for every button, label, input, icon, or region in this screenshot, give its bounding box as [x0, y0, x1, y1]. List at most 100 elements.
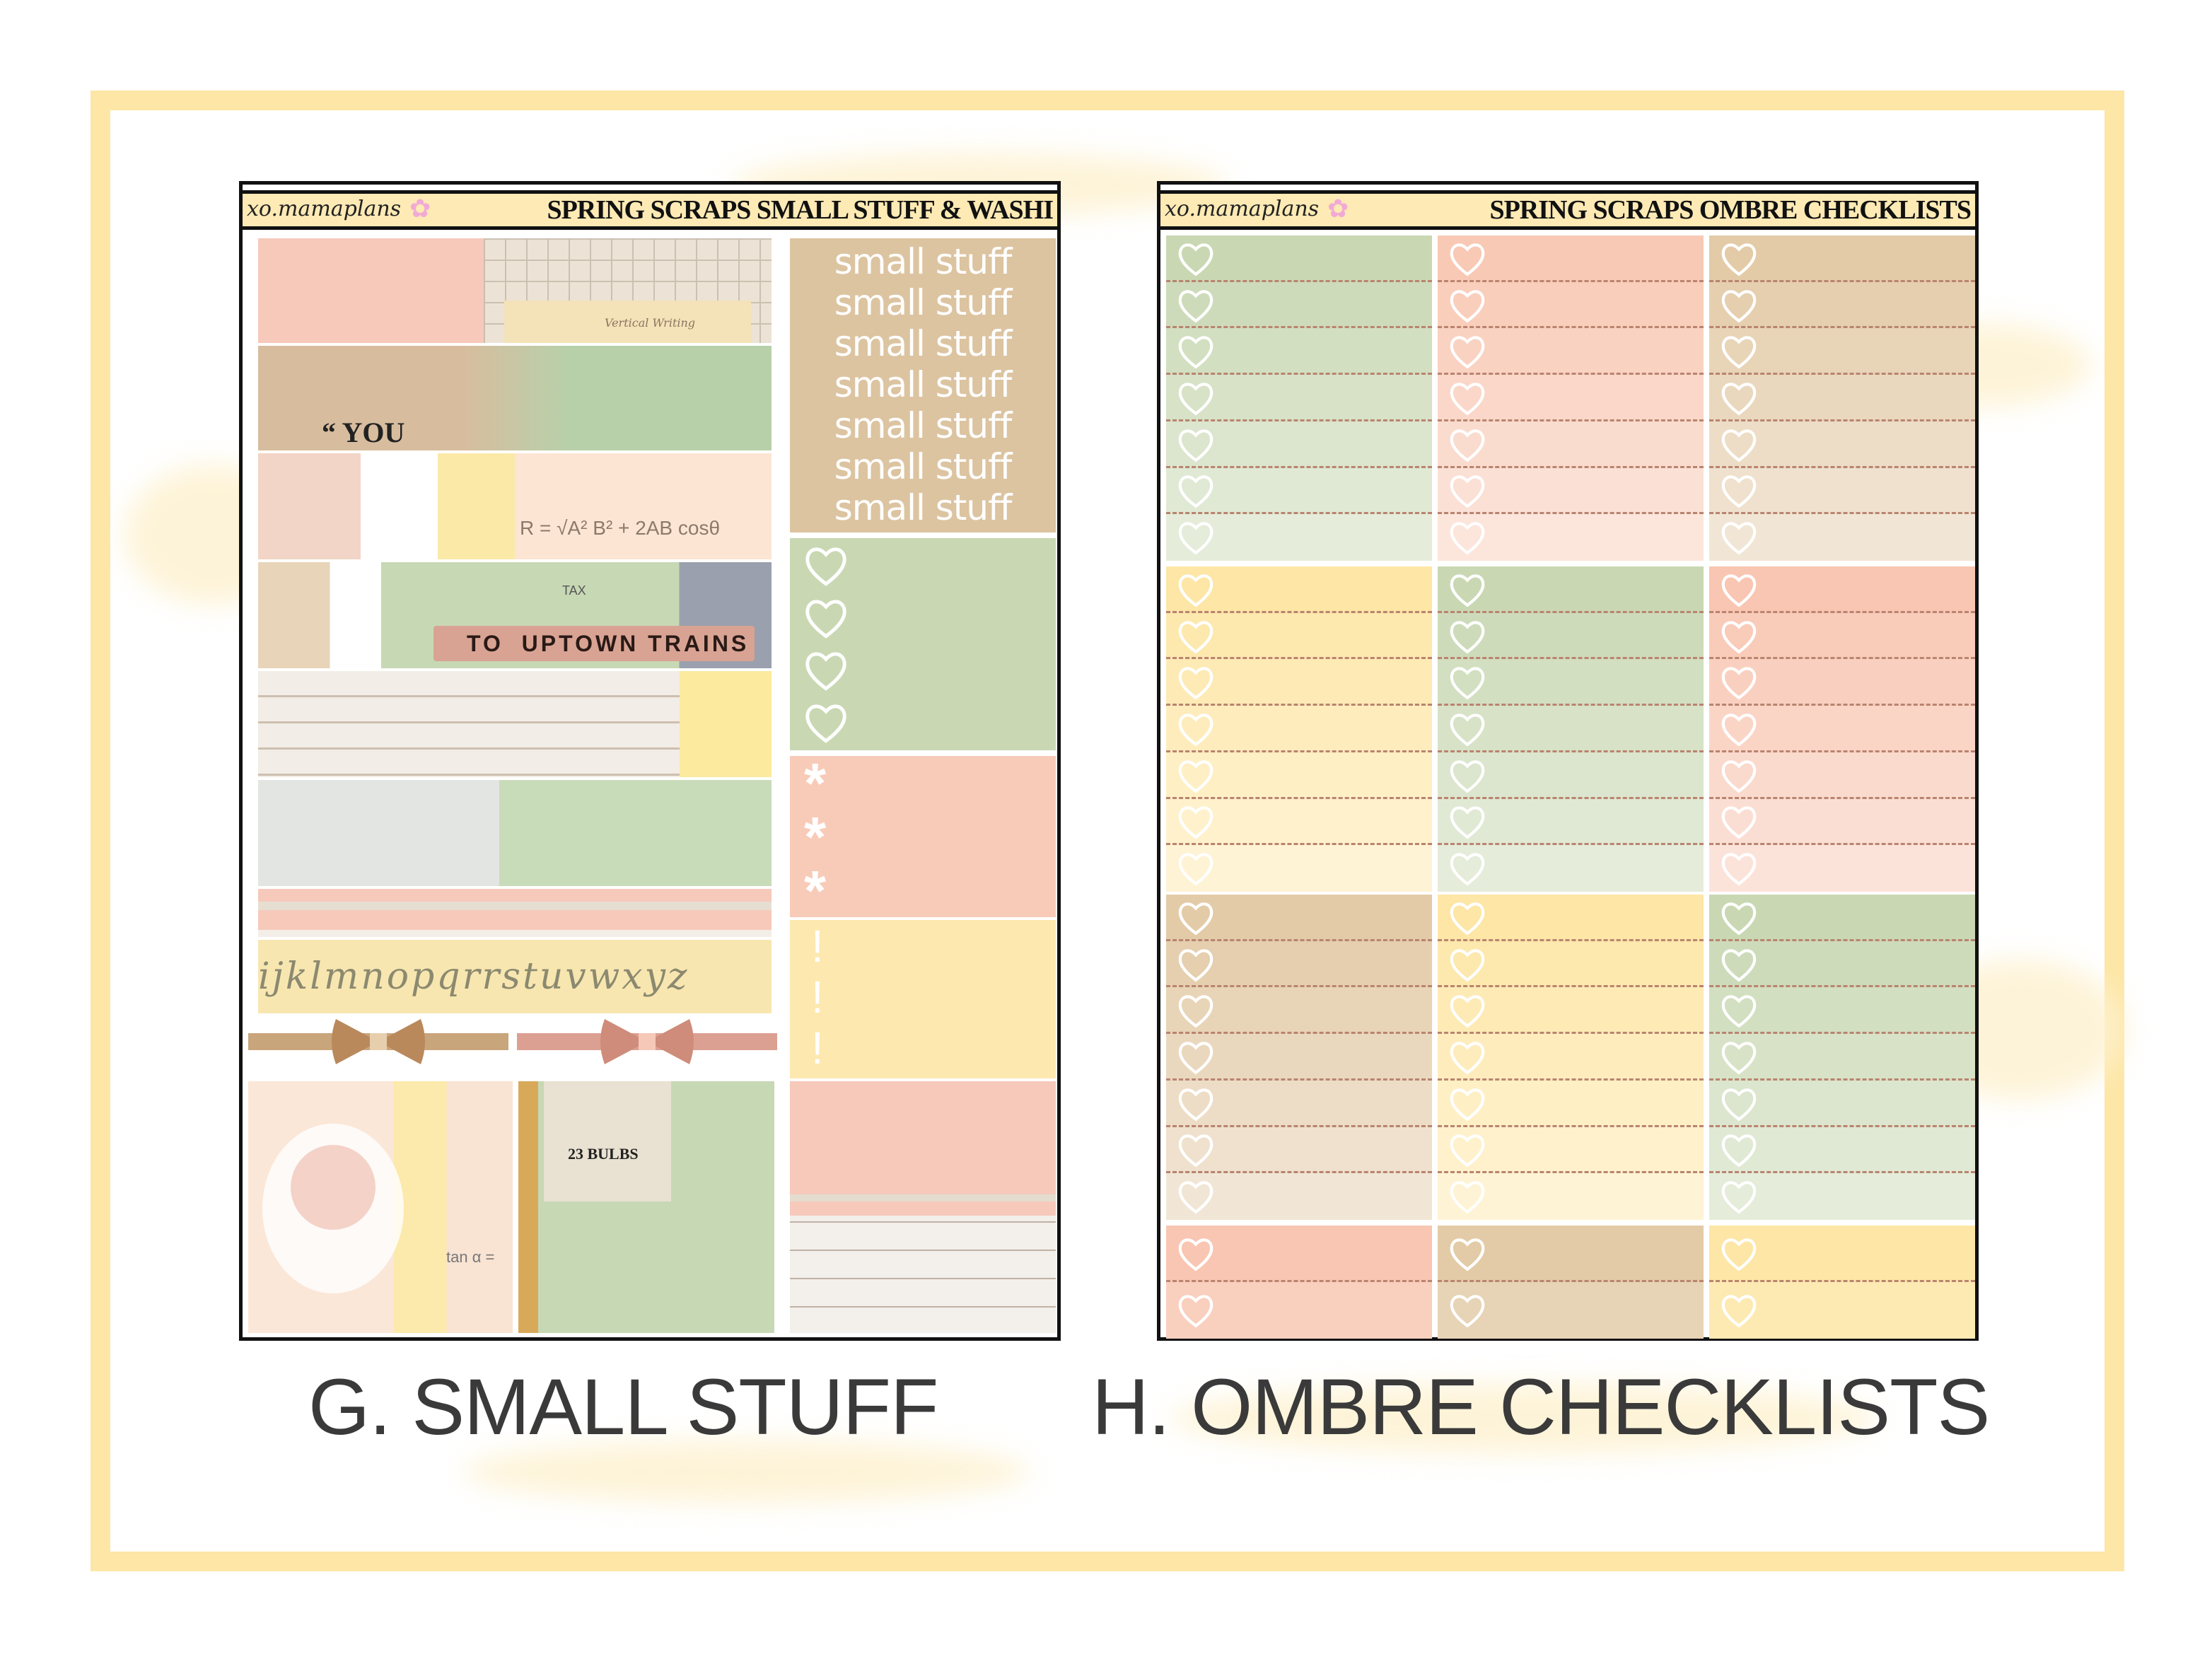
- sheet-title: SPRING SCRAPS SMALL STUFF & WASHI: [547, 195, 1054, 225]
- checklist-row: [1709, 659, 1975, 706]
- checklist-row: [1438, 612, 1704, 660]
- heart-checkbox-icon: [1450, 243, 1485, 276]
- heart-checkbox-icon: [1450, 995, 1485, 1028]
- washi-strip-pink-floral: [258, 889, 772, 937]
- exclamation-icon: !: [811, 923, 824, 970]
- heart-checkbox-icon: [1450, 475, 1485, 508]
- checklist-row: [1438, 421, 1704, 468]
- collage-ruler-ledger: 23 BULBS: [518, 1081, 774, 1333]
- heart-checkbox-icon: [1721, 243, 1757, 276]
- heart-checkbox-icon: [1450, 902, 1485, 936]
- checklist-row: [1709, 514, 1975, 561]
- checklist-block: [1709, 566, 1975, 892]
- heart-checkbox-icon: [1178, 1134, 1213, 1168]
- heart-checkbox-icon: [1178, 620, 1213, 653]
- washi-text: R = √A² B² + 2AB cosθ: [520, 517, 721, 539]
- rose-glitter-bow-washi: [517, 1019, 777, 1064]
- checklist-block: [1166, 235, 1432, 561]
- heart-checkbox-icon: [1178, 853, 1213, 886]
- checklist-row: [1438, 328, 1704, 376]
- checklist-row: [1166, 1080, 1432, 1127]
- checklist-row: [1709, 1226, 1975, 1282]
- checklist-row: [1709, 987, 1975, 1035]
- exclamation-icon: !: [811, 1025, 824, 1071]
- heart-checkbox-icon: [1721, 1134, 1757, 1168]
- heart-checkbox-icon: [1450, 1088, 1485, 1122]
- checklist-row: [1709, 375, 1975, 421]
- checklist-row: [1438, 1226, 1704, 1282]
- checklist-row: [1438, 1034, 1704, 1081]
- flower-icon: ✿: [409, 194, 431, 223]
- checklist-block: [1438, 1226, 1704, 1339]
- checklist-row: [1438, 845, 1704, 892]
- exclamation-icon: !: [811, 974, 824, 1020]
- checklist-row: [1166, 1282, 1432, 1339]
- heart-checkbox-icon: [1450, 574, 1485, 607]
- heart-stickers: [790, 538, 1056, 750]
- heart-checkbox-icon: [1450, 336, 1485, 369]
- asterisk-icon: *: [804, 759, 827, 808]
- checklist-row: [1438, 752, 1704, 799]
- heart-checkbox-icon: [1178, 336, 1213, 369]
- checklist-row: [1709, 328, 1975, 376]
- checklist-block: [1166, 1226, 1432, 1339]
- heart-checkbox-icon: [1450, 1181, 1485, 1214]
- washi-strip-tax-trains: TAX TO UPTOWN TRAINS: [258, 562, 772, 668]
- heart-checkbox-icon: [1450, 1134, 1485, 1168]
- sheet-header: xo.mamaplans ✿ SPRING SCRAPS SMALL STUFF…: [243, 190, 1057, 230]
- heart-checkbox-icon: [1178, 522, 1213, 555]
- heart-checkbox-icon: [1450, 1295, 1485, 1328]
- checklist-row: [1709, 941, 1975, 988]
- heart-checkbox-icon: [1721, 475, 1757, 508]
- checklist-row: [1438, 467, 1704, 515]
- heart-checkbox-icon: [1178, 383, 1213, 416]
- heart-checkbox-icon: [1178, 243, 1213, 276]
- heart-checkbox-icon: [1178, 475, 1213, 508]
- sheet-ombre-checklists: xo.mamaplans ✿ SPRING SCRAPS OMBRE CHECK…: [1157, 181, 1979, 1341]
- checklist-block: [1438, 566, 1704, 892]
- heart-checkbox-icon: [1721, 429, 1757, 462]
- checklist-row: [1438, 1282, 1704, 1339]
- small-stuff-label: small stuff: [834, 405, 1013, 446]
- brand-logo: xo.mamaplans: [247, 197, 402, 221]
- checklist-row: [1709, 281, 1975, 329]
- heart-checkbox-icon: [1721, 620, 1757, 653]
- checklist-row: [1166, 375, 1432, 421]
- heart-checkbox-icon: [1450, 620, 1485, 653]
- collage-text: 23 BULBS: [568, 1145, 639, 1163]
- checklist-row: [1438, 987, 1704, 1035]
- checklist-row: [1438, 1173, 1704, 1220]
- heart-checkbox-icon: [1178, 1295, 1213, 1328]
- caption-small-stuff: G. SMALL STUFF: [308, 1363, 938, 1451]
- checklist-row: [1166, 514, 1432, 561]
- sheet-small-stuff: xo.mamaplans ✿ SPRING SCRAPS SMALL STUFF…: [239, 181, 1061, 1341]
- checklist-block: [1166, 566, 1432, 892]
- checklist-row: [1709, 421, 1975, 468]
- checklist-row: [1709, 1080, 1975, 1127]
- heart-checkbox-icon: [1450, 853, 1485, 886]
- checklist-block: [1438, 235, 1704, 561]
- checklist-row: [1166, 281, 1432, 329]
- collage-floral-doily: tan α =: [248, 1081, 513, 1333]
- checklist-row: [1709, 1127, 1975, 1174]
- heart-checkbox-icon: [1721, 336, 1757, 369]
- washi-text: TAX: [562, 583, 586, 598]
- heart-checkbox-icon: [1721, 1295, 1757, 1328]
- checklist-block: [1166, 895, 1432, 1220]
- heart-checkbox-icon: [1178, 574, 1213, 607]
- washi-text: Vertical Writing: [605, 316, 696, 330]
- heart-checkbox-icon: [1450, 760, 1485, 793]
- checklist-row: [1438, 1080, 1704, 1127]
- checklist-row: [1438, 281, 1704, 329]
- washi-text: “ YOU: [322, 417, 405, 448]
- checklist-row: [1166, 1034, 1432, 1081]
- small-stuff-label: small stuff: [834, 282, 1013, 323]
- checklist-row: [1709, 752, 1975, 799]
- small-stuff-label: small stuff: [834, 446, 1013, 487]
- checklist-row: [1438, 1127, 1704, 1174]
- checklist-row: [1709, 467, 1975, 515]
- checklist-block: [1709, 895, 1975, 1220]
- exclamation-stickers: ! ! !: [790, 920, 1056, 1078]
- heart-checkbox-icon: [1178, 667, 1213, 700]
- heart-checkbox-icon: [1721, 1181, 1757, 1214]
